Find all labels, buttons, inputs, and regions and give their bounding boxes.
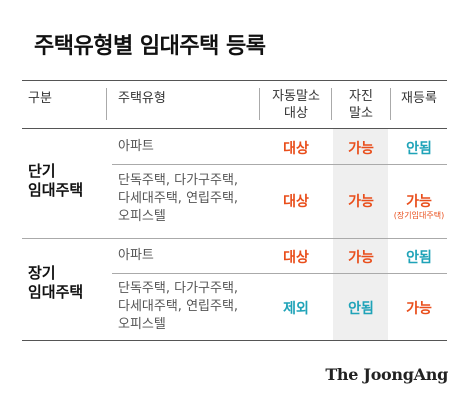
table-bottom-rule [22, 340, 447, 341]
reregistration-value: 가능 [406, 194, 432, 210]
header-category: 구분 [28, 91, 52, 106]
reregistration-value: 안됨 [406, 250, 432, 266]
reregistration-note: (장기임대주택) [393, 211, 445, 220]
header-auto-cancel: 자동말소 대상 [272, 89, 320, 121]
voluntary-cancel-value: 가능 [348, 194, 374, 210]
group-divider [22, 238, 447, 239]
group-label-short-term: 단기 임대주택 [28, 162, 84, 199]
auto-cancel-value: 제외 [283, 301, 309, 317]
column-divider [390, 88, 391, 120]
column-divider [331, 88, 332, 120]
auto-cancel-value: 대상 [283, 250, 309, 266]
shaded-column [333, 128, 388, 340]
column-divider [106, 88, 107, 120]
reregistration-value: 안됨 [406, 141, 432, 157]
reregistration-value: 가능 [406, 301, 432, 317]
header-voluntary-cancel: 자진 말소 [349, 89, 373, 121]
voluntary-cancel-value: 가능 [348, 250, 374, 266]
housing-type-other: 단독주택, 다가구주택, 다세대주택, 연립주택, 오피스텔 [118, 173, 239, 224]
voluntary-cancel-value: 안됨 [348, 301, 374, 317]
page-title: 주택유형별 임대주택 등록 [34, 34, 266, 59]
header-rule [22, 128, 447, 129]
header-reregistration: 재등록 [401, 91, 437, 106]
housing-type-apartment: 아파트 [118, 139, 154, 154]
housing-type-apartment: 아파트 [118, 248, 154, 263]
auto-cancel-value: 대상 [283, 141, 309, 157]
table-top-rule [22, 80, 447, 81]
row-divider [112, 273, 447, 274]
voluntary-cancel-value: 가능 [348, 141, 374, 157]
row-divider [112, 164, 447, 165]
group-label-long-term: 장기 임대주택 [28, 264, 84, 301]
header-type: 주택유형 [118, 91, 166, 106]
brand-logo: The JoongAng [325, 365, 448, 384]
auto-cancel-value: 대상 [283, 194, 309, 210]
column-divider [259, 88, 260, 120]
housing-type-other: 단독주택, 다가구주택, 다세대주택, 연립주택, 오피스텔 [118, 281, 239, 332]
